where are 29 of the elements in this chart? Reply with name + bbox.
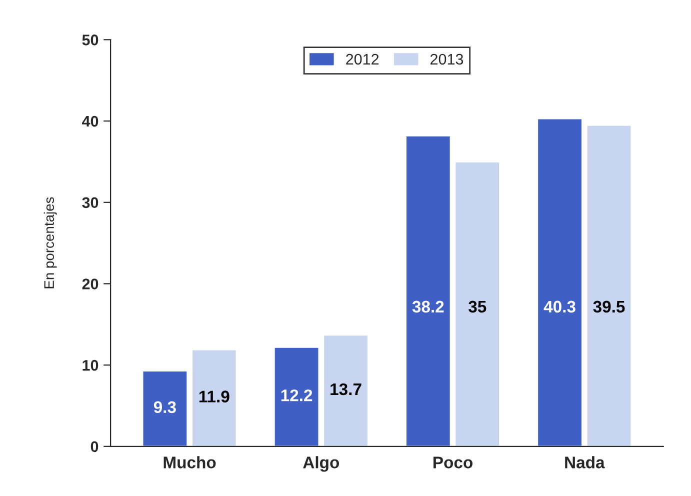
bar (454, 161, 500, 446)
data-label: 13.7 (330, 383, 362, 396)
legend-label: 2013 (430, 54, 464, 65)
y-tick-label: 0 (90, 441, 98, 452)
bar (405, 134, 452, 446)
bar (586, 124, 632, 446)
bar (273, 346, 320, 446)
data-label: 11.9 (199, 390, 230, 402)
y-tick-label: 10 (82, 360, 98, 371)
y-tick-label: 50 (82, 34, 98, 46)
bar (142, 370, 188, 446)
y-tick-label: 40 (82, 116, 98, 127)
data-label: 39.5 (593, 300, 625, 313)
bar (191, 348, 238, 446)
x-tick-label: Algo (303, 456, 340, 472)
data-label: 12.2 (281, 389, 312, 402)
data-label: 35 (468, 300, 486, 313)
data-label: 40.3 (544, 300, 576, 313)
bar (536, 118, 583, 446)
y-tick-label: 20 (82, 278, 98, 290)
x-tick-label: Mucho (164, 456, 216, 468)
y-axis-title: En porcentajes (44, 197, 57, 288)
legend-label: 2012 (346, 54, 379, 65)
x-tick-label: Nada (565, 456, 605, 468)
x-tick-label: Poco (434, 456, 472, 468)
y-tick-label: 30 (82, 197, 98, 208)
data-label: 38.2 (412, 300, 444, 313)
bar (322, 334, 369, 446)
data-label: 9.3 (154, 401, 176, 414)
